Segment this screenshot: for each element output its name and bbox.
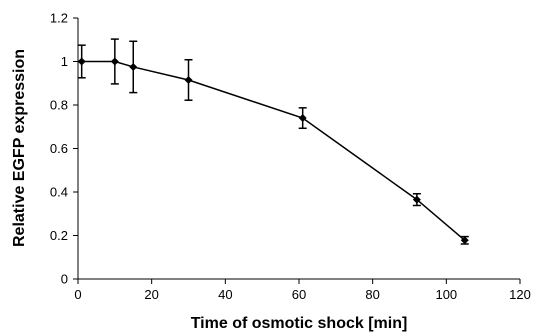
y-axis-title: Relative EGFP expression: [11, 49, 28, 247]
x-tick-label: 20: [144, 287, 158, 302]
x-tick-label: 60: [292, 287, 306, 302]
data-point: [77, 57, 86, 66]
y-tick-label: 0: [61, 272, 68, 287]
data-point: [460, 236, 469, 245]
y-tick-label: 1.2: [50, 11, 68, 26]
x-tick-label: 40: [218, 287, 232, 302]
axes: 0 20 40 60 80 100 120 0 0.2 0.4 0.6 0.8 1 1.2: [50, 11, 531, 303]
data-point: [129, 62, 138, 71]
x-axis-title: Time of osmotic shock [min]: [191, 315, 408, 332]
x-tick-label: 100: [435, 287, 457, 302]
x-tick-label: 80: [365, 287, 379, 302]
data-layer: [77, 38, 469, 245]
x-tick-label: 0: [74, 287, 81, 302]
data-point: [298, 114, 307, 123]
data-point: [110, 57, 119, 66]
y-tick-label: 0.4: [50, 185, 68, 200]
data-point: [184, 75, 193, 84]
y-tick-label: 0.8: [50, 98, 68, 113]
y-tick-label: 1: [61, 54, 68, 69]
y-tick-label: 0.6: [50, 141, 68, 156]
data-point: [412, 195, 421, 204]
series-line: [81, 60, 466, 241]
y-tick-label: 0.2: [50, 228, 68, 243]
x-tick-label: 120: [509, 287, 531, 302]
